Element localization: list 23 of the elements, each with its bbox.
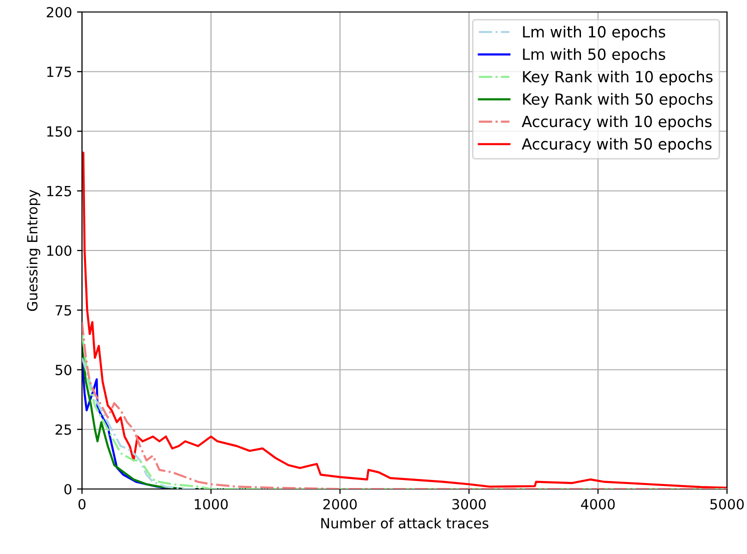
y-tick-label: 50 xyxy=(56,364,72,376)
y-axis-title: Guessing Entropy xyxy=(26,190,40,311)
x-tick-label: 1000 xyxy=(194,498,228,510)
y-tick-label: 200 xyxy=(46,6,72,18)
legend-label: Lm with 10 epochs xyxy=(523,26,666,41)
legend-label: Accuracy with 50 epochs xyxy=(522,138,712,153)
y-tick-label: 150 xyxy=(47,126,72,137)
y-tick-label: 75 xyxy=(56,305,72,316)
legend-label: Key Rank with 50 epochs xyxy=(523,93,713,108)
x-tick-label: 0 xyxy=(78,498,86,510)
y-tick-label: 125 xyxy=(47,186,72,196)
legend-label: Key Rank with 10 epochs xyxy=(523,70,713,86)
y-tick-label: 25 xyxy=(56,424,72,435)
x-tick-label: 5000 xyxy=(710,498,744,510)
y-tick-label: 100 xyxy=(47,245,72,256)
legend-label: Accuracy with 10 epochs xyxy=(522,115,712,130)
y-tick-label: 175 xyxy=(47,66,72,78)
x-tick-label: 2000 xyxy=(323,498,357,510)
x-tick-label: 4000 xyxy=(581,498,615,510)
y-tick-label: 0 xyxy=(64,484,72,494)
x-axis-title: Number of attack traces xyxy=(321,518,488,528)
legend-label: Lm with 50 epochs xyxy=(523,48,666,63)
x-tick-label: 3000 xyxy=(452,498,486,510)
